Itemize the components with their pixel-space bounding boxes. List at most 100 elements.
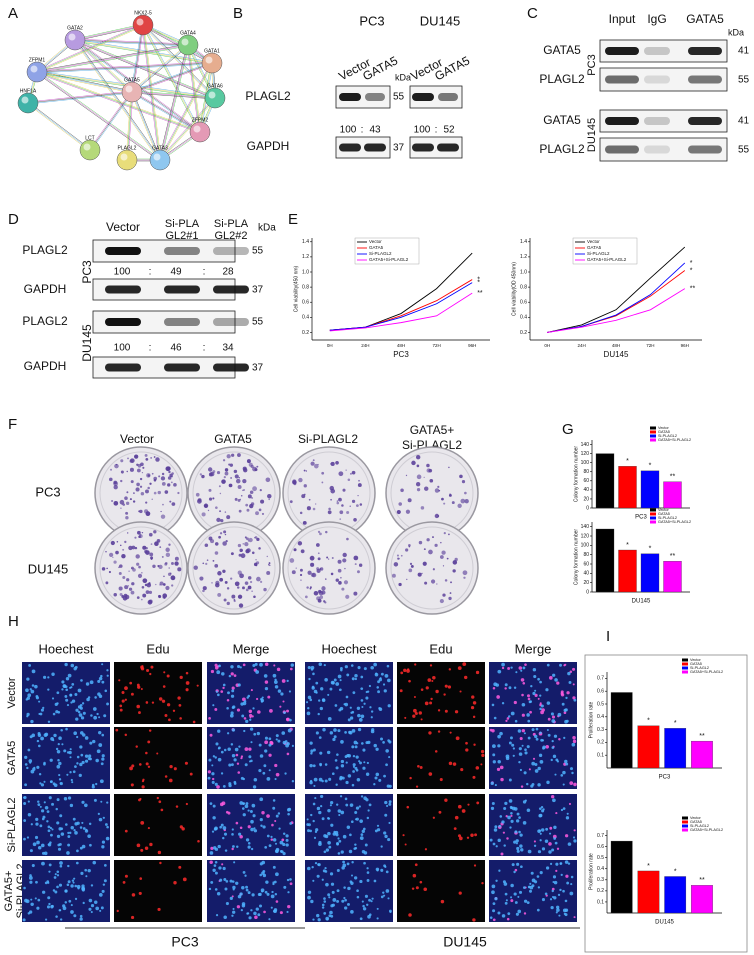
cell <box>518 830 521 834</box>
cell <box>266 834 270 838</box>
colony <box>125 511 129 515</box>
kda: 55 <box>252 317 264 328</box>
cell <box>518 752 523 756</box>
cell <box>50 833 53 837</box>
network-node <box>204 87 226 109</box>
colony <box>393 562 399 567</box>
cell <box>492 760 496 764</box>
colony <box>130 590 135 595</box>
x-axis-label: PC3 <box>659 775 671 781</box>
cell <box>358 718 363 722</box>
colony <box>318 590 324 596</box>
colony <box>167 476 172 480</box>
panel-letter: E <box>288 211 298 228</box>
cell <box>104 689 108 693</box>
y-tick-label: 140 <box>581 442 590 448</box>
cell <box>336 899 340 903</box>
cell <box>566 881 570 885</box>
cell <box>66 704 70 707</box>
network-node <box>79 139 101 161</box>
lane-label: GL2#1 <box>165 230 198 242</box>
cell <box>268 844 272 848</box>
cell <box>562 889 565 893</box>
legend-swatch <box>650 434 656 438</box>
cell <box>261 811 265 815</box>
colony <box>242 586 245 590</box>
cell <box>74 693 78 697</box>
cell <box>284 772 287 775</box>
cell <box>264 680 269 684</box>
colony <box>297 541 303 546</box>
cell <box>226 699 230 702</box>
colony <box>216 471 221 475</box>
cell <box>518 816 521 819</box>
y-tick-label: 0.4 <box>597 714 604 720</box>
cell <box>141 785 145 789</box>
x-axis-label: DU145 <box>632 599 651 605</box>
colony <box>424 581 428 585</box>
cell <box>511 863 515 867</box>
series-line <box>547 288 686 333</box>
colony <box>214 542 219 546</box>
cell <box>208 716 211 720</box>
colony <box>408 545 411 548</box>
colony <box>223 476 226 479</box>
blot-band <box>213 285 249 294</box>
bar <box>691 885 713 914</box>
cell <box>567 842 572 846</box>
y-tick-label: 80 <box>583 552 589 558</box>
colony <box>349 505 351 508</box>
colony <box>221 479 226 484</box>
cell <box>215 742 219 746</box>
cell <box>518 666 523 670</box>
colony <box>202 586 207 591</box>
cell <box>556 681 560 685</box>
cell <box>158 697 163 701</box>
cell <box>274 892 278 896</box>
cell <box>124 874 128 878</box>
cell <box>490 781 494 786</box>
cell <box>69 831 72 835</box>
cell <box>124 698 127 701</box>
legend-label: Vector <box>658 426 669 430</box>
colony <box>171 584 174 587</box>
cell <box>317 712 320 716</box>
colony <box>319 532 322 536</box>
colony <box>417 572 422 577</box>
colony <box>219 532 223 535</box>
colony <box>147 486 150 490</box>
colony <box>330 461 335 467</box>
network-edge <box>75 38 213 63</box>
colony <box>420 506 425 510</box>
cell <box>339 795 343 798</box>
cell <box>326 750 331 755</box>
cell <box>214 708 218 711</box>
network-edge <box>74 24 144 41</box>
y-tick-label: 1.2 <box>302 254 309 260</box>
cell <box>545 744 550 749</box>
cell <box>513 870 516 874</box>
cell <box>232 885 236 890</box>
cell <box>70 701 73 704</box>
cell <box>344 665 348 669</box>
cell <box>275 772 280 777</box>
cell <box>351 729 356 733</box>
cell <box>506 917 510 921</box>
cell <box>145 751 148 755</box>
network-edge <box>130 24 143 92</box>
cell <box>363 667 367 671</box>
cell <box>522 666 526 670</box>
significance: * <box>477 276 480 283</box>
cell <box>528 768 531 771</box>
cell <box>532 757 536 760</box>
network-edge <box>186 45 200 133</box>
cell <box>156 752 159 755</box>
cell <box>321 903 325 907</box>
colony <box>101 567 106 571</box>
network-edge <box>36 72 132 94</box>
colony <box>300 549 305 554</box>
cell <box>385 889 390 893</box>
cell <box>320 794 324 799</box>
colony <box>129 459 133 463</box>
network-edge <box>131 92 215 100</box>
